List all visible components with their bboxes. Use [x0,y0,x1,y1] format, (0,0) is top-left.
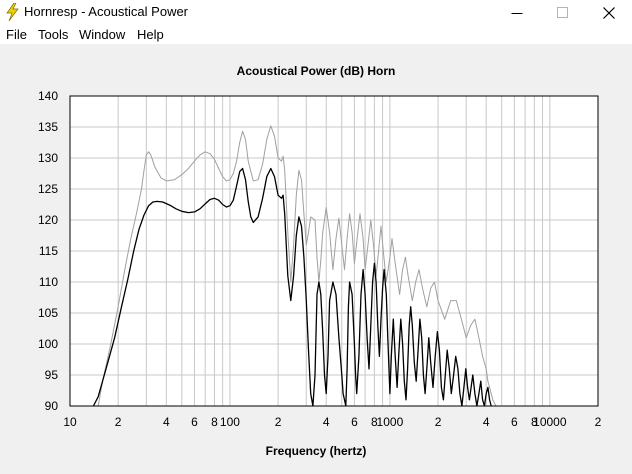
x-tick-label: 2 [435,415,442,429]
menu-file[interactable]: File [6,27,27,42]
x-axis-label: Frequency (hertz) [266,444,367,458]
y-tick-label: 125 [38,182,58,196]
x-tick-label: 4 [163,415,170,429]
series-line-main [92,167,492,407]
y-tick-label: 130 [38,151,58,165]
x-tick-label: 10000 [533,415,567,429]
x-tick-label: 4 [323,415,330,429]
x-tick-label: 4 [483,415,490,429]
close-button[interactable] [586,0,632,24]
menu-tools[interactable]: Tools [38,27,69,42]
plot-frame [69,95,599,407]
maximize-button[interactable] [540,0,586,24]
lightning-bolt-icon [6,3,19,21]
x-tick-label: 8 [531,415,538,429]
menu-bar: File Tools Window Help [0,24,632,44]
x-tick-label: 2 [115,415,122,429]
title-bar[interactable]: Hornresp - Acoustical Power [0,0,632,24]
maximize-icon [557,7,568,18]
y-tick-label: 140 [38,89,58,103]
y-tick-label: 135 [38,120,58,134]
y-tick-label: 120 [38,213,58,227]
x-tick-label: 100 [220,415,240,429]
minimize-button[interactable] [494,0,540,24]
x-tick-label: 2 [275,415,282,429]
y-tick-label: 110 [39,275,58,289]
x-tick-label: 6 [191,415,198,429]
y-tick-label: 105 [38,306,58,320]
y-tick-label: 95 [45,368,59,382]
y-tick-label: 100 [38,337,58,351]
acoustical-power-chart: Acoustical Power (dB) Horn 90 95 100 105 110… [38,64,602,458]
close-icon [603,7,615,19]
x-tick-label: 8 [211,415,218,429]
minimize-icon [511,13,523,14]
menu-help[interactable]: Help [137,27,164,42]
y-tick-label: 115 [39,244,58,258]
chart-panel: Acoustical Power (dB) Horn 90 95 100 105 110… [0,44,632,474]
window-title: Hornresp - Acoustical Power [24,4,189,19]
chart-title: Acoustical Power (dB) Horn [237,64,396,78]
x-tick-label: 2 [595,415,602,429]
x-tick-label: 1000 [377,415,404,429]
x-tick-label: 10 [63,415,77,429]
x-tick-label: 8 [371,415,378,429]
x-tick-label: 6 [511,415,518,429]
menu-window[interactable]: Window [79,27,126,42]
x-tick-label: 6 [351,415,358,429]
y-tick-label: 90 [45,399,59,413]
series-line-secondary [97,125,497,407]
